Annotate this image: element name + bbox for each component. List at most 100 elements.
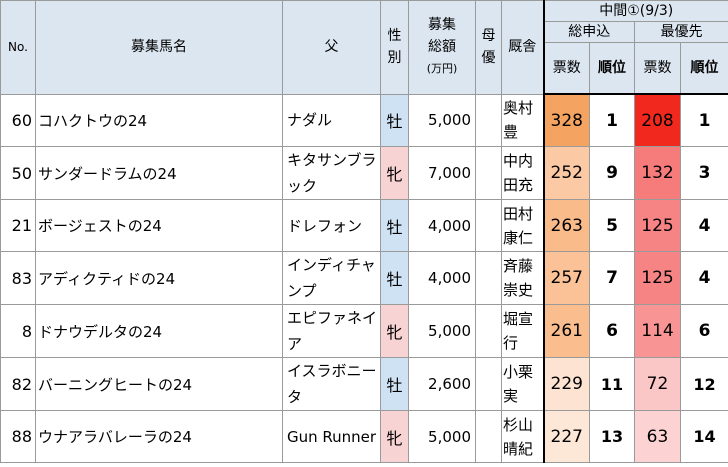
col-header-sex-label: 性別 [387, 28, 402, 67]
row-no: 60 [0, 93, 36, 147]
row-prio-votes: 125 [634, 251, 681, 305]
row-no: 8 [0, 304, 36, 358]
row-amount: 5,000 [408, 304, 476, 358]
row-sire: Gun Runner [282, 410, 381, 463]
row-prio-rank: 4 [679, 251, 728, 305]
table-row: 60 コハクトウの24 ナダル牡 5,000 奥村豊 328 1 208 1 [0, 93, 728, 147]
row-trainer: 小栗実 [501, 357, 544, 411]
row-total-rank: 5 [589, 199, 635, 252]
row-horse-name: ドナウデルタの24 [35, 304, 283, 358]
row-dam-priority [475, 410, 502, 463]
row-dam-priority [475, 93, 502, 147]
row-dam-priority [475, 146, 502, 200]
row-sire: ナダル [282, 93, 381, 147]
col-header-total-amount-label: 募集総額 [428, 17, 456, 56]
row-sire: エピファネイア [282, 304, 381, 358]
col-header-total-amount-unit: (万円) [426, 62, 458, 76]
row-total-votes: 261 [542, 304, 590, 358]
row-sex: 牝 [380, 146, 409, 200]
col-header-prio-votes: 票数 [634, 42, 681, 95]
table-row: 83 アディクティドの24 インディチャンプ牡 4,000 斉藤崇史 257 7 125 4 [0, 251, 728, 305]
col-header-total-rank: 順位 [589, 42, 635, 95]
row-horse-name: バーニングヒートの24 [35, 357, 283, 411]
row-sex: 牡 [380, 251, 409, 305]
row-prio-votes: 72 [634, 357, 681, 411]
col-header-dam-priority-label: 母優 [481, 28, 496, 67]
row-horse-name: サンダードラムの24 [35, 146, 283, 200]
row-total-rank: 6 [589, 304, 635, 358]
row-prio-rank: 14 [679, 410, 728, 463]
row-total-rank: 9 [589, 146, 635, 200]
row-amount: 4,000 [408, 251, 476, 305]
row-prio-votes: 114 [634, 304, 681, 358]
col-header-total-amount: 募集総額 (万円) [408, 0, 476, 95]
row-prio-rank: 12 [679, 357, 728, 411]
col-header-no: No. [0, 0, 36, 95]
row-prio-votes: 125 [634, 199, 681, 252]
row-prio-rank: 6 [679, 304, 728, 358]
row-horse-name: ウナアラバレーラの24 [35, 410, 283, 463]
row-sex: 牡 [380, 199, 409, 252]
col-header-total-votes: 票数 [542, 42, 590, 95]
row-trainer: 田村康仁 [501, 199, 544, 252]
row-sire: キタサンブラック [282, 146, 381, 200]
row-sire: ドレフォン [282, 199, 381, 252]
row-prio-votes: 208 [634, 93, 681, 147]
col-header-top-priority: 最優先 [633, 21, 728, 43]
col-header-total-applications: 総申込 [542, 21, 635, 43]
row-trainer: 斉藤崇史 [501, 251, 544, 305]
row-sire: インディチャンプ [282, 251, 381, 305]
col-header-dam-priority: 母優 [475, 0, 502, 95]
row-total-votes: 229 [542, 357, 590, 411]
row-dam-priority [475, 357, 502, 411]
row-amount: 2,600 [408, 357, 476, 411]
row-sex: 牝 [380, 410, 409, 463]
row-horse-name: ボージェストの24 [35, 199, 283, 252]
row-sex: 牡 [380, 357, 409, 411]
row-total-votes: 328 [542, 93, 590, 147]
row-trainer: 奥村豊 [501, 93, 544, 147]
row-trainer: 杉山晴紀 [501, 410, 544, 463]
table-row: 82 バーニングヒートの24 イスラボニータ牡 2,600 小栗実 229 11 72 12 [0, 357, 728, 411]
col-header-stable: 厩舎 [501, 0, 544, 95]
row-total-rank: 11 [589, 357, 635, 411]
table-row: 88 ウナアラバレーラの24 Gun Runner 牝 5,000 杉山晴紀 227 13 63… [0, 410, 728, 463]
row-horse-name: コハクトウの24 [35, 93, 283, 147]
row-no: 21 [0, 199, 36, 252]
row-total-votes: 257 [542, 251, 590, 305]
table-row: 21 ボージェストの24 ドレフォン牡 4,000 田村康仁 263 5 125 4 [0, 199, 728, 252]
row-no: 83 [0, 251, 36, 305]
table-row: 50 サンダードラムの24 キタサンブラック牝 7,000 中内田充 252 9 132 3 [0, 146, 728, 200]
row-total-votes: 263 [542, 199, 590, 252]
row-prio-votes: 63 [634, 410, 681, 463]
row-amount: 4,000 [408, 199, 476, 252]
row-prio-rank: 4 [679, 199, 728, 252]
row-total-votes: 252 [542, 146, 590, 200]
row-total-rank: 1 [589, 93, 635, 147]
row-trainer: 中内田充 [501, 146, 544, 200]
col-header-sex: 性別 [380, 0, 409, 95]
row-sex: 牝 [380, 304, 409, 358]
row-amount: 7,000 [408, 146, 476, 200]
row-total-votes: 227 [542, 410, 590, 463]
col-header-interim: 中間①(9/3) [542, 0, 728, 22]
row-prio-rank: 1 [679, 93, 728, 147]
row-dam-priority [475, 251, 502, 305]
row-no: 50 [0, 146, 36, 200]
table-row: 8 ドナウデルタの24 エピファネイア牝 5,000 堀宣行 261 6 114 6 [0, 304, 728, 358]
row-prio-votes: 132 [634, 146, 681, 200]
row-no: 88 [0, 410, 36, 463]
row-no: 82 [0, 357, 36, 411]
row-total-rank: 7 [589, 251, 635, 305]
row-prio-rank: 3 [679, 146, 728, 200]
row-trainer: 堀宣行 [501, 304, 544, 358]
row-amount: 5,000 [408, 93, 476, 147]
col-header-prio-rank: 順位 [679, 42, 728, 95]
row-dam-priority [475, 304, 502, 358]
row-dam-priority [475, 199, 502, 252]
row-sex: 牡 [380, 93, 409, 147]
col-header-sire: 父 [282, 0, 381, 95]
table-body: 60 コハクトウの24 ナダル牡 5,000 奥村豊 328 1 208 1 50 サンダードラムの… [0, 93, 728, 463]
col-header-horse-name: 募集馬名 [35, 0, 283, 95]
